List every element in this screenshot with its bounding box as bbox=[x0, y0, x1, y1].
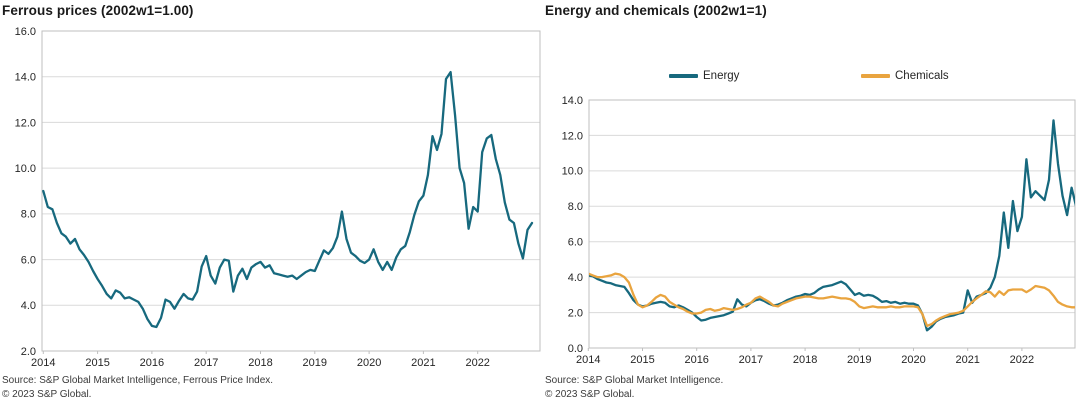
svg-text:2018: 2018 bbox=[793, 354, 817, 366]
svg-text:14.0: 14.0 bbox=[15, 72, 36, 84]
energy-legend-label: Energy bbox=[703, 70, 740, 82]
svg-text:2017: 2017 bbox=[739, 354, 763, 366]
svg-text:2019: 2019 bbox=[847, 354, 871, 366]
svg-text:4.0: 4.0 bbox=[568, 272, 583, 284]
svg-text:2020: 2020 bbox=[901, 354, 925, 366]
ferrous-chart-title: Ferrous prices (2002w1=1.00) bbox=[2, 3, 194, 18]
svg-text:12.0: 12.0 bbox=[562, 130, 583, 142]
svg-text:2015: 2015 bbox=[85, 357, 109, 369]
ferrous-source-note: Source: S&P Global Market Intelligence, … bbox=[2, 374, 273, 401]
source-line: Source: S&P Global Market Intelligence. bbox=[545, 375, 724, 386]
chemicals-line-swatch bbox=[861, 74, 890, 78]
svg-text:10.0: 10.0 bbox=[15, 163, 36, 175]
svg-text:0.0: 0.0 bbox=[568, 343, 583, 355]
energy-chemicals-source-note: Source: S&P Global Market Intelligence. … bbox=[545, 374, 723, 401]
svg-text:6.0: 6.0 bbox=[21, 254, 36, 266]
energy-chemicals-chart-title: Energy and chemicals (2002w1=1) bbox=[545, 3, 767, 18]
svg-text:8.0: 8.0 bbox=[568, 201, 583, 213]
svg-text:2021: 2021 bbox=[955, 354, 979, 366]
copyright-line: © 2023 S&P Global. bbox=[2, 388, 92, 400]
svg-text:2016: 2016 bbox=[684, 354, 708, 366]
svg-text:2014: 2014 bbox=[576, 354, 600, 366]
svg-text:12.0: 12.0 bbox=[15, 117, 36, 129]
svg-text:2020: 2020 bbox=[357, 357, 381, 369]
svg-text:2022: 2022 bbox=[465, 357, 489, 369]
source-line: Source: S&P Global Market Intelligence, … bbox=[2, 375, 274, 386]
svg-text:2022: 2022 bbox=[1010, 354, 1034, 366]
svg-text:2018: 2018 bbox=[248, 357, 272, 369]
svg-text:2016: 2016 bbox=[140, 357, 164, 369]
svg-text:10.0: 10.0 bbox=[562, 166, 583, 178]
chemicals-legend-label: Chemicals bbox=[895, 70, 949, 82]
svg-text:8.0: 8.0 bbox=[21, 209, 36, 221]
svg-text:2021: 2021 bbox=[411, 357, 435, 369]
svg-text:6.0: 6.0 bbox=[568, 237, 583, 249]
energy-line-swatch bbox=[669, 74, 698, 78]
svg-text:14.0: 14.0 bbox=[562, 95, 583, 107]
copyright-line: © 2023 S&P Global. bbox=[545, 388, 635, 400]
svg-text:2019: 2019 bbox=[303, 357, 327, 369]
svg-text:2017: 2017 bbox=[194, 357, 218, 369]
svg-text:2.0: 2.0 bbox=[568, 307, 583, 319]
svg-text:16.0: 16.0 bbox=[15, 26, 36, 38]
legend-item-energy: Energy bbox=[669, 69, 739, 83]
svg-text:2015: 2015 bbox=[630, 354, 654, 366]
legend-item-chemicals: Chemicals bbox=[861, 69, 949, 83]
svg-text:2014: 2014 bbox=[31, 357, 55, 369]
svg-text:4.0: 4.0 bbox=[21, 300, 36, 312]
svg-text:2.0: 2.0 bbox=[21, 346, 36, 358]
